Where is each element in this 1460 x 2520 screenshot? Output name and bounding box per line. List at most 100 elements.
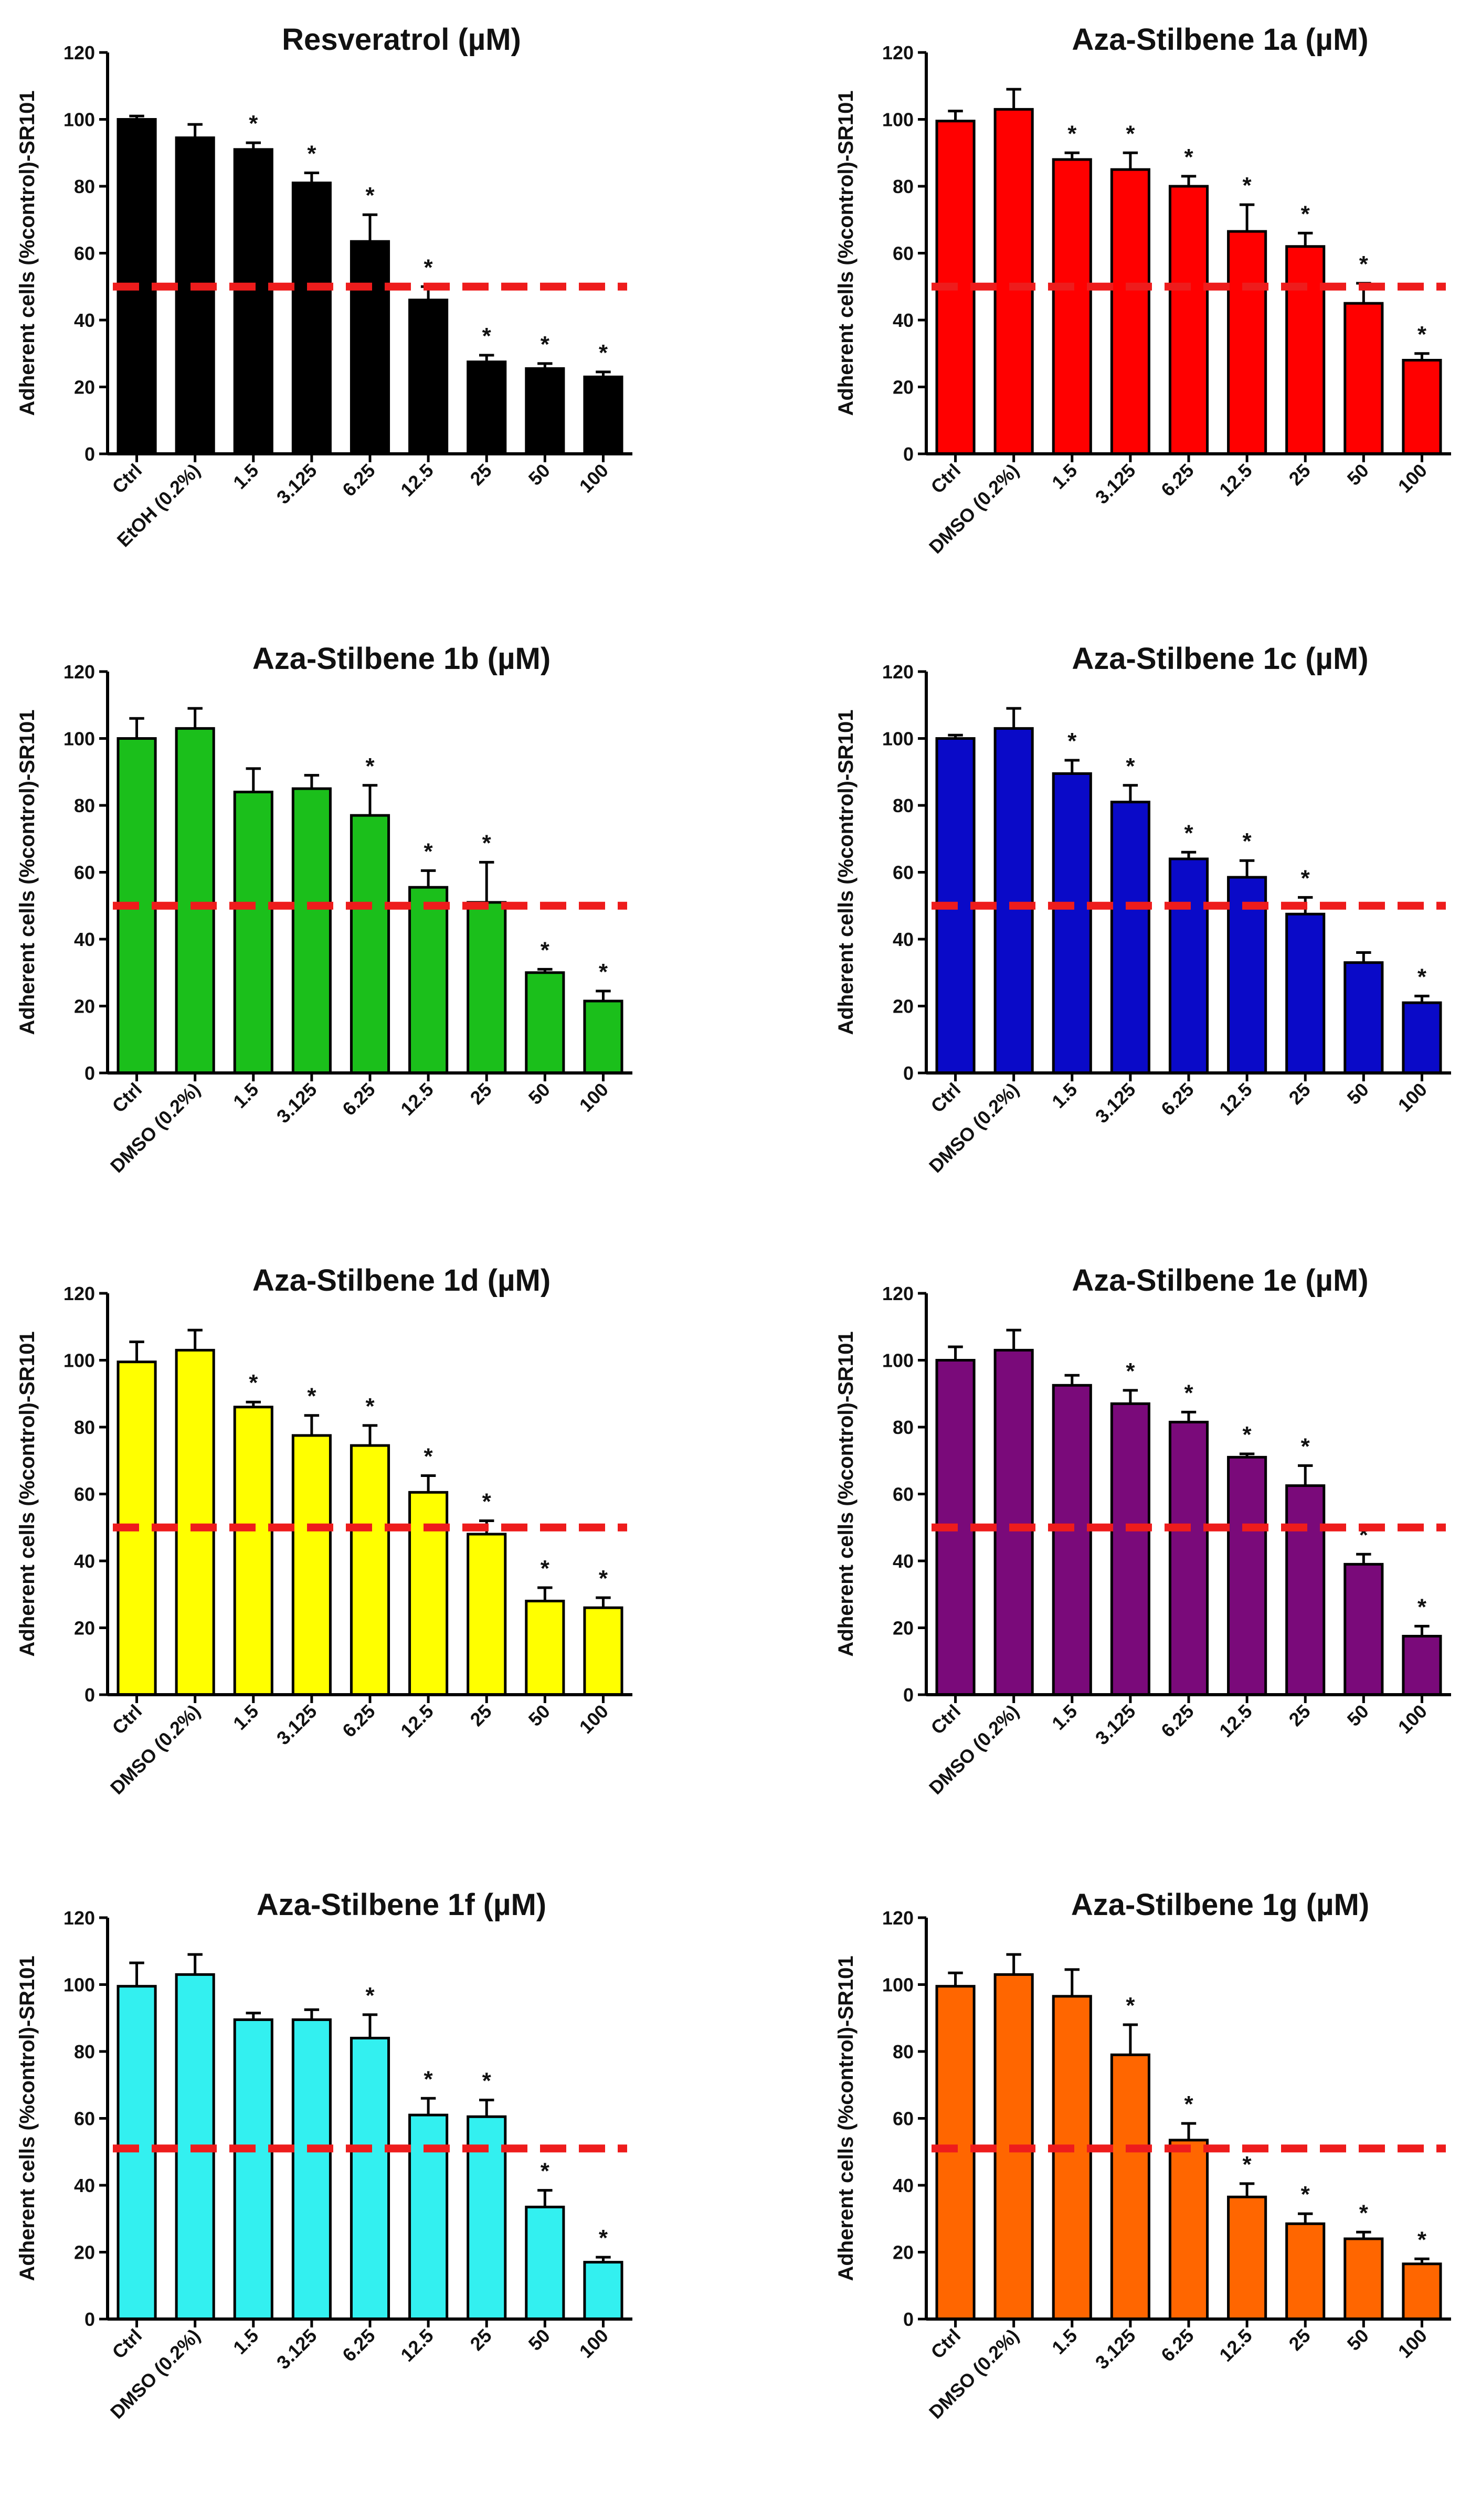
chart-panel-8: Aza-Stilbene 1g (µM) Adherent cells (%con… <box>834 1888 1451 2423</box>
significance-marker-5: * <box>1243 1422 1252 1448</box>
significance-marker-5: * <box>1243 2152 1252 2177</box>
y-tick-label: 20 <box>893 1618 914 1639</box>
y-tick-label: 60 <box>74 1484 95 1505</box>
y-tick-label: 0 <box>903 1684 914 1706</box>
x-tick-label: 12.5 <box>1215 460 1256 501</box>
y-tick-label: 20 <box>893 2242 914 2263</box>
bar-1 <box>993 727 1034 1075</box>
bar-3 <box>1110 2053 1150 2321</box>
significance-marker-8: * <box>599 959 608 985</box>
bar-3 <box>1110 801 1150 1075</box>
y-tick-label: 100 <box>882 1974 914 1996</box>
significance-marker-6: * <box>482 2068 492 2093</box>
x-tick-label: 3.125 <box>1091 1079 1140 1128</box>
bar-2 <box>233 148 273 455</box>
bar-8 <box>1402 1001 1442 1075</box>
y-tick-label: 80 <box>74 795 95 816</box>
x-tick-label: 50 <box>524 1700 554 1730</box>
significance-marker-6: * <box>1301 2182 1310 2207</box>
x-tick-label: 12.5 <box>1215 1079 1256 1120</box>
significance-marker-6: * <box>1301 1433 1310 1459</box>
x-tick-label: 12.5 <box>396 1079 438 1120</box>
y-tick-label: 60 <box>74 862 95 884</box>
significance-marker-4: * <box>365 183 375 208</box>
x-tick-label: Ctrl <box>108 2325 146 2363</box>
y-tick-label: 80 <box>893 176 914 197</box>
bar-3 <box>1110 168 1150 455</box>
bar-6 <box>1285 1484 1326 1696</box>
y-tick-label: 40 <box>893 1550 914 1572</box>
significance-marker-4: * <box>1184 1380 1193 1406</box>
significance-marker-3: * <box>1126 1993 1135 2018</box>
x-tick-label: 25 <box>1285 1700 1315 1730</box>
y-tick-label: 80 <box>893 1417 914 1438</box>
y-tick-label: 120 <box>64 42 95 63</box>
y-tick-label: 60 <box>74 243 95 264</box>
y-axis-label: Adherent cells (%control)-SR101 <box>16 1955 39 2281</box>
chart-title: Aza-Stilbene 1d (µM) <box>252 1263 551 1298</box>
x-tick-label: 1.5 <box>1048 1700 1081 1734</box>
bar-4 <box>350 2037 390 2321</box>
significance-marker-5: * <box>424 838 433 864</box>
bar-8 <box>583 2261 623 2321</box>
significance-marker-7: * <box>541 1556 550 1581</box>
y-tick-label: 80 <box>893 795 914 816</box>
significance-marker-4: * <box>1184 2091 1193 2117</box>
x-tick-label: 3.125 <box>272 1700 321 1749</box>
y-axis-label: Adherent cells (%control)-SR101 <box>16 90 39 416</box>
chart-title: Aza-Stilbene 1b (µM) <box>252 642 551 676</box>
y-tick-label: 120 <box>882 1283 914 1304</box>
significance-marker-7: * <box>1359 2200 1369 2226</box>
x-tick-label: 6.25 <box>1157 1079 1198 1120</box>
y-tick-label: 0 <box>903 1062 914 1084</box>
x-tick-label: 25 <box>466 1700 496 1730</box>
x-tick-label: 1.5 <box>229 1079 262 1112</box>
y-tick-label: 120 <box>64 1283 95 1304</box>
y-tick-label: 0 <box>84 1062 95 1084</box>
x-tick-label: 25 <box>466 1079 496 1109</box>
chart-panel-5: Aza-Stilbene 1d (µM) Adherent cells (%con… <box>16 1263 632 1799</box>
y-tick-label: 80 <box>74 1417 95 1438</box>
y-tick-label: 40 <box>893 2175 914 2196</box>
x-tick-label: 50 <box>524 1079 554 1109</box>
y-tick-label: 100 <box>882 109 914 131</box>
y-tick-label: 60 <box>893 862 914 884</box>
x-tick-label: 50 <box>524 460 554 490</box>
bar-2 <box>233 1406 273 1696</box>
y-tick-label: 40 <box>893 929 914 950</box>
bar-3 <box>1110 1402 1150 1696</box>
y-tick-label: 100 <box>64 109 95 131</box>
bar-4 <box>1168 185 1209 455</box>
x-tick-label: 6.25 <box>1157 2325 1198 2366</box>
x-tick-label: 100 <box>1394 460 1431 497</box>
y-axis-label: Adherent cells (%control)-SR101 <box>834 1331 858 1656</box>
y-tick-label: 20 <box>74 377 95 398</box>
bar-4 <box>1168 1420 1209 1696</box>
significance-marker-2: * <box>249 1370 258 1396</box>
bar-5 <box>1227 230 1267 455</box>
x-tick-label: 6.25 <box>338 2325 379 2366</box>
bar-8 <box>1402 2262 1442 2321</box>
y-tick-label: 40 <box>74 2175 95 2196</box>
significance-marker-4: * <box>365 753 375 779</box>
y-axis-label: Adherent cells (%control)-SR101 <box>16 709 39 1035</box>
y-tick-label: 80 <box>74 176 95 197</box>
y-tick-label: 0 <box>84 2309 95 2330</box>
chart-title: Aza-Stilbene 1f (µM) <box>257 1888 546 1922</box>
x-tick-label: 100 <box>575 1079 612 1116</box>
significance-marker-6: * <box>482 1489 492 1515</box>
x-tick-label: 6.25 <box>338 1079 379 1120</box>
y-tick-label: 120 <box>882 1907 914 1929</box>
y-tick-label: 20 <box>74 2242 95 2263</box>
x-tick-label: 12.5 <box>396 2325 438 2366</box>
bar-3 <box>291 182 332 455</box>
significance-marker-8: * <box>1417 2227 1427 2252</box>
x-tick-label: 25 <box>466 460 496 490</box>
bar-7 <box>1343 1562 1384 1696</box>
bar-3 <box>291 787 332 1075</box>
bar-6 <box>467 1533 507 1696</box>
bar-1 <box>993 1348 1034 1696</box>
y-tick-label: 0 <box>84 1684 95 1706</box>
x-tick-label: 50 <box>1343 460 1373 490</box>
y-tick-label: 40 <box>74 1550 95 1572</box>
